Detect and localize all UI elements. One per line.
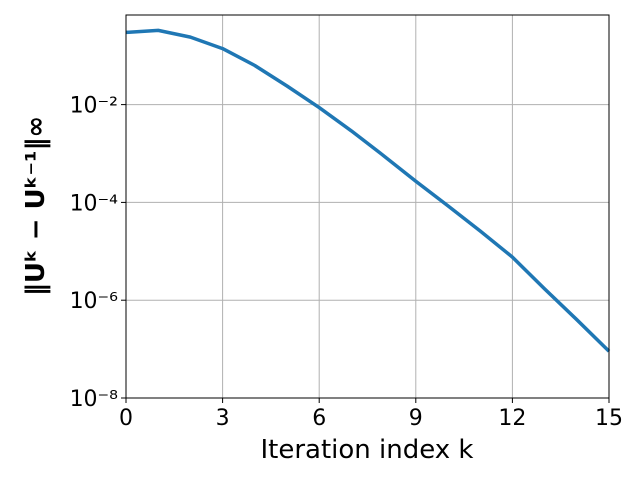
y-tick-label: 10⁻⁴ xyxy=(70,191,119,216)
y-tick-label: 10⁻⁶ xyxy=(70,289,119,314)
y-tick-label: 10⁻⁸ xyxy=(70,387,119,412)
x-tick-label: 15 xyxy=(595,406,623,431)
x-axis-label: Iteration index k xyxy=(260,435,473,465)
x-tick-label: 0 xyxy=(119,406,133,431)
x-tick-label: 12 xyxy=(498,406,526,431)
x-tick-label: 9 xyxy=(409,406,423,431)
y-tick-label: 10⁻² xyxy=(70,94,118,119)
plot-frame xyxy=(125,14,610,399)
y-axis-label: ‖Uᵏ − Uᵏ⁻¹‖∞ xyxy=(21,116,51,296)
x-tick-label: 3 xyxy=(216,406,230,431)
x-tick-label: 6 xyxy=(312,406,326,431)
line xyxy=(125,28,611,353)
